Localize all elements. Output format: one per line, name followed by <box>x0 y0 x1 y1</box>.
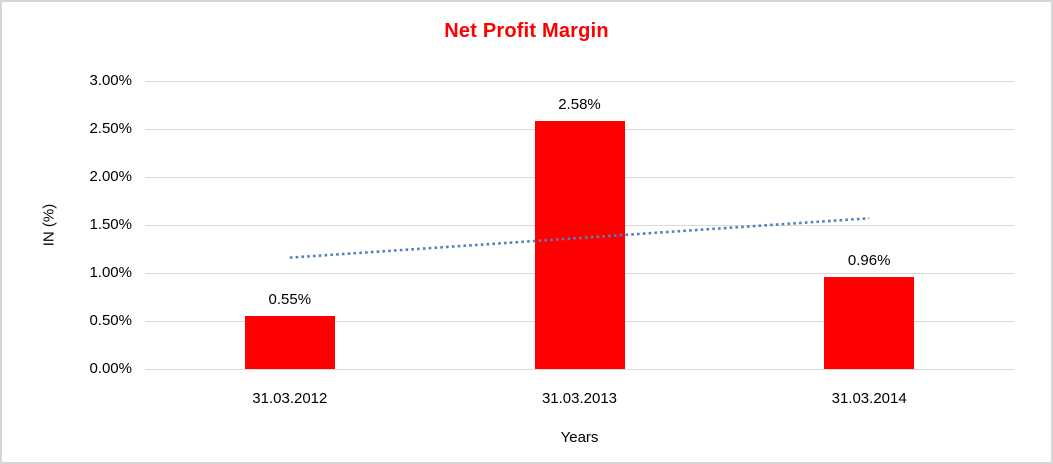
plot-area: 0.55% 2.58% 0.96% <box>145 80 1014 370</box>
y-tick-label: 2.00% <box>89 168 132 185</box>
y-tick-label: 0.50% <box>89 312 132 329</box>
y-tick-label: 2.50% <box>89 120 132 137</box>
x-axis-labels: 31.03.2012 31.03.2013 31.03.2014 <box>145 390 1014 410</box>
bar-data-label: 0.55% <box>268 291 312 309</box>
y-tick-label: 3.00% <box>89 72 132 89</box>
x-tick-label: 31.03.2014 <box>831 390 907 407</box>
chart-title: Net Profit Margin <box>444 20 609 42</box>
x-axis-title: Years <box>560 429 599 446</box>
bar-data-label: 0.96% <box>847 251 891 269</box>
y-tick-label: 1.00% <box>89 264 132 281</box>
x-axis-line <box>145 368 1014 370</box>
bar-data-label: 2.58% <box>558 96 601 114</box>
bar-31.03.2014 <box>824 276 915 369</box>
gridline <box>145 80 1014 82</box>
y-axis-ticks: 0.00% 0.50% 1.00% 1.50% 2.00% 2.50% 3.00% <box>2 72 132 377</box>
bar-31.03.2013 <box>534 121 625 369</box>
y-tick-label: 1.50% <box>89 216 132 233</box>
y-tick-label: 0.00% <box>89 360 132 377</box>
trendline <box>289 216 870 259</box>
x-tick-label: 31.03.2013 <box>541 390 618 407</box>
bar-31.03.2012 <box>244 316 335 369</box>
x-tick-label: 31.03.2012 <box>252 390 328 407</box>
